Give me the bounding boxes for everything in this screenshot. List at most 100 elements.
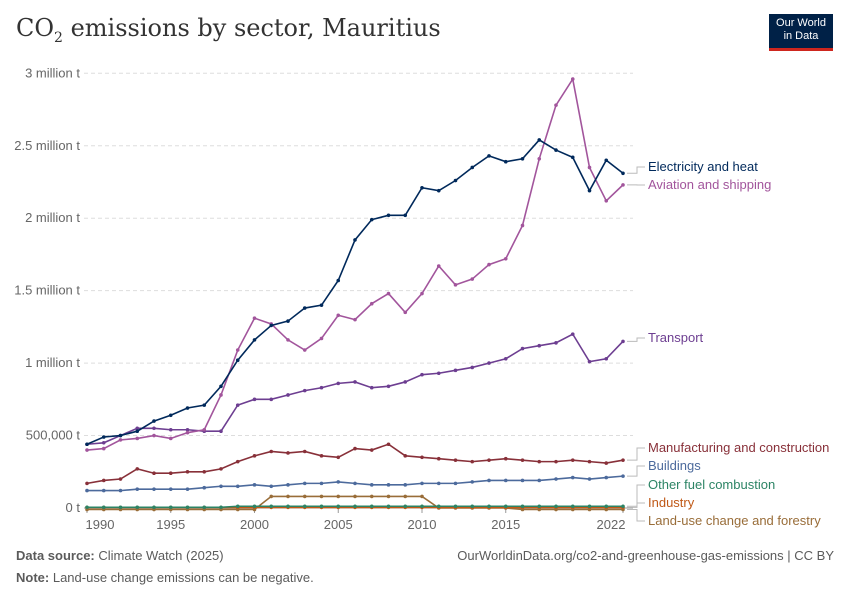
label-connector (627, 447, 645, 461)
data-point (403, 213, 408, 218)
series-line (86, 76, 624, 451)
data-point (302, 481, 307, 486)
y-tick-label: 3 million t (25, 65, 80, 80)
data-point (604, 504, 609, 509)
owid-logo[interactable]: Our World in Data (769, 14, 833, 51)
data-point (520, 346, 525, 351)
data-point (503, 356, 508, 361)
series-line (86, 138, 624, 445)
data-point (403, 454, 408, 458)
data-point (168, 436, 173, 441)
series-label: Electricity and heat (648, 159, 758, 174)
data-point (554, 477, 558, 481)
data-point (520, 504, 525, 509)
data-source: Data source: Climate Watch (2025) (16, 548, 224, 563)
data-point (168, 505, 173, 510)
data-point (101, 478, 106, 483)
data-point (403, 494, 408, 499)
data-point (202, 485, 207, 490)
data-point (436, 456, 441, 461)
data-point (85, 442, 89, 447)
data-point (235, 484, 240, 489)
data-point (85, 481, 89, 486)
data-point (302, 504, 307, 509)
data-point (369, 301, 374, 306)
data-point (537, 459, 542, 464)
data-point (403, 310, 408, 315)
data-point (570, 504, 575, 509)
x-tick-label: 2022 (597, 517, 626, 532)
data-point (403, 380, 408, 384)
data-point (202, 469, 207, 474)
data-point (302, 494, 307, 499)
data-point (353, 446, 357, 451)
data-point (470, 165, 475, 170)
data-point (503, 256, 508, 261)
y-tick-label: 0 t (66, 500, 81, 515)
label-connector (627, 484, 645, 507)
data-point (252, 316, 257, 320)
data-point (185, 505, 190, 510)
data-point (269, 484, 274, 489)
data-point (537, 156, 542, 161)
data-point (453, 368, 458, 373)
label-connector (627, 337, 645, 342)
data-point (520, 458, 525, 462)
data-point (621, 504, 625, 509)
data-point (487, 478, 491, 483)
data-point (470, 459, 475, 464)
data-point (185, 427, 190, 432)
data-point (252, 483, 257, 487)
data-point (286, 483, 290, 487)
source-link[interactable]: Climate Watch (2025) (98, 548, 224, 563)
x-tick-label: 2010 (408, 517, 437, 532)
data-point (202, 427, 207, 432)
data-point (420, 504, 424, 509)
data-point (353, 238, 357, 242)
data-point (101, 440, 106, 445)
data-point (135, 505, 140, 510)
data-point (554, 459, 558, 464)
data-point (353, 481, 357, 486)
y-tick-label: 1 million t (25, 355, 80, 370)
data-point (269, 449, 274, 454)
y-tick-label: 2.5 million t (14, 138, 80, 153)
data-point (219, 484, 223, 489)
data-point (269, 323, 274, 328)
data-point (420, 481, 424, 486)
data-point (436, 188, 441, 193)
data-point (537, 138, 542, 142)
data-point (302, 306, 307, 310)
source-url[interactable]: OurWorldinData.org/co2-and-greenhouse-ga… (457, 548, 834, 563)
data-point (118, 438, 123, 442)
data-point (135, 487, 140, 491)
data-point (537, 478, 542, 483)
data-point (587, 477, 592, 481)
data-point (386, 494, 391, 499)
data-point (152, 505, 156, 510)
data-point (118, 477, 123, 481)
data-point (235, 403, 240, 407)
y-tick-label: 500,000 t (26, 428, 81, 443)
data-point (487, 504, 491, 509)
data-point (252, 338, 257, 342)
y-tick-label: 1.5 million t (14, 283, 80, 298)
data-point (604, 158, 609, 163)
data-point (386, 291, 391, 296)
note: Note: Land-use change emissions can be n… (16, 570, 314, 585)
data-point (487, 154, 491, 158)
data-point (587, 188, 592, 193)
data-point (319, 481, 324, 486)
data-point (386, 504, 391, 509)
data-point (503, 456, 508, 461)
data-point (420, 372, 424, 377)
data-point (470, 277, 475, 281)
data-point (420, 185, 424, 190)
data-point (369, 448, 374, 452)
data-point (520, 223, 525, 228)
data-point (604, 356, 609, 361)
data-point (269, 494, 274, 499)
data-point (101, 435, 106, 439)
data-point (219, 429, 223, 434)
label-connector (627, 166, 645, 174)
